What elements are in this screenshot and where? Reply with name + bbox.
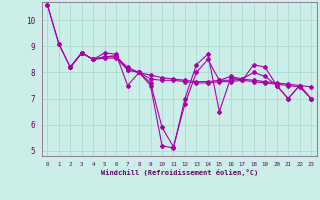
X-axis label: Windchill (Refroidissement éolien,°C): Windchill (Refroidissement éolien,°C) [100,169,258,176]
